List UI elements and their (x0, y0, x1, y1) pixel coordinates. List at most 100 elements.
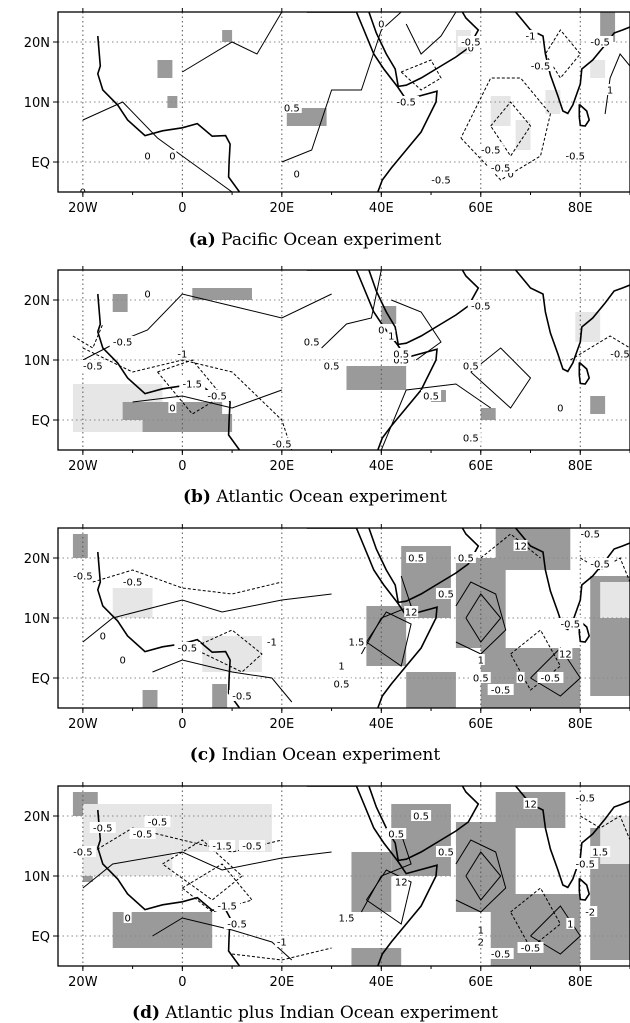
contour-line (360, 833, 412, 913)
contour-label-bg (264, 636, 279, 647)
contour-label: -0.5 (242, 842, 262, 853)
significance-shading (545, 90, 561, 114)
contour-label-bg (487, 948, 514, 959)
contour-line (604, 53, 630, 115)
contour-label: -0.5 (178, 644, 198, 655)
contour-label-bg (460, 360, 481, 371)
contour-label: 0 (378, 20, 384, 31)
contour-label: -0.5 (481, 146, 501, 157)
x-tick-label: 0 (178, 975, 186, 990)
contour-line (360, 575, 412, 655)
contour-label: 12 (405, 608, 418, 619)
significance-shading (600, 582, 630, 618)
contour-label-bg (268, 438, 295, 449)
panel-title: Pacific Ocean experiment (216, 230, 442, 250)
coastline (367, 528, 480, 604)
contour-label-bg (427, 174, 454, 185)
contour-line-negative (510, 887, 562, 949)
contour-line (455, 839, 507, 913)
coastline (306, 12, 438, 192)
contour-label-bg (109, 336, 136, 347)
contour-line (321, 270, 382, 349)
contour-line-negative (460, 77, 551, 181)
contour-line-negative (400, 59, 442, 91)
contour-label: 0 (144, 152, 150, 163)
panel-title: Atlantic Ocean experiment (211, 487, 447, 507)
contour-label: 0.5 (388, 830, 404, 841)
x-tick-label: 40E (369, 975, 394, 990)
x-tick-label: 20E (269, 717, 294, 732)
contour-label: 0 (557, 404, 563, 415)
x-tick-label: 0 (178, 717, 186, 732)
x-tick-label: 40E (369, 201, 394, 216)
contour-label-bg (179, 378, 206, 389)
contour-label-bg (411, 810, 432, 821)
x-tick-label: 20W (68, 459, 98, 474)
contour-label-bg (336, 912, 357, 923)
contour-label: -0.5 (566, 152, 586, 163)
contour-label-bg (404, 606, 419, 617)
contour-label-bg (377, 18, 386, 29)
contour-line (152, 659, 293, 703)
contour-label-bg (292, 168, 301, 179)
significance-shading (590, 60, 606, 78)
contour-label: 12 (514, 542, 527, 553)
contour-label: 0.5 (284, 104, 300, 115)
contour-label: 1 (567, 920, 573, 931)
x-tick-label: 60E (468, 459, 493, 474)
contour-label-bg (607, 348, 630, 359)
x-tick-label: 80E (568, 201, 593, 216)
significance-shading (480, 408, 496, 420)
panel-caption: (b) Atlantic Ocean experiment (183, 487, 447, 507)
contour-line-negative (72, 323, 104, 349)
contour-label: -0.5 (590, 560, 610, 571)
contour-label-bg (119, 576, 146, 587)
contour-label-bg (421, 390, 442, 401)
contour-line (152, 917, 293, 961)
significance-shading (590, 396, 606, 414)
contour-label-bg (391, 348, 412, 359)
significance-shading (72, 534, 88, 558)
contour-label: 0 (507, 170, 513, 181)
contour-label: 12 (524, 800, 537, 811)
contour-label-bg (174, 642, 201, 653)
contour-label: -0.5 (491, 164, 511, 175)
x-tick-label: 20W (68, 717, 98, 732)
contour-label-bg (435, 846, 456, 857)
contour-label-bg (118, 654, 127, 665)
x-tick-label: 20W (68, 201, 98, 216)
x-tick-label: 20E (269, 459, 294, 474)
y-tick-label: EQ (32, 672, 50, 687)
contour-label: 0.5 (473, 674, 489, 685)
contour-label: -0.5 (575, 860, 595, 871)
contour-line-negative (544, 29, 581, 79)
contour-line-negative (157, 359, 223, 415)
contour-label: 1.5 (339, 914, 355, 925)
contour-label: -1 (277, 938, 287, 949)
coastline (367, 786, 480, 862)
y-tick-label: 10N (24, 870, 50, 885)
contour-label-bg (78, 186, 87, 192)
coastline (578, 103, 591, 127)
contour-label-bg (466, 42, 475, 53)
contour-label: 1 (478, 926, 484, 937)
contour-label: 1.5 (348, 638, 364, 649)
panel-caption: (a) Pacific Ocean experiment (189, 230, 442, 250)
contour-label-bg (562, 150, 589, 161)
contour-label-bg (69, 570, 96, 581)
coastline (96, 551, 241, 708)
contour-label: -0.5 (83, 362, 103, 373)
contour-label: 0 (517, 674, 523, 685)
contour-line (405, 12, 457, 55)
contour-label-bg (557, 618, 584, 629)
contour-label-bg (506, 168, 515, 179)
significance-shading (366, 606, 407, 666)
coastline (96, 293, 241, 450)
contour-line (281, 12, 402, 163)
y-tick-label: 10N (24, 354, 50, 369)
contour-label: -0.5 (113, 338, 133, 349)
panel-letter: (b) (183, 487, 211, 507)
contour-label-bg (143, 288, 152, 299)
significance-shading (600, 12, 616, 42)
